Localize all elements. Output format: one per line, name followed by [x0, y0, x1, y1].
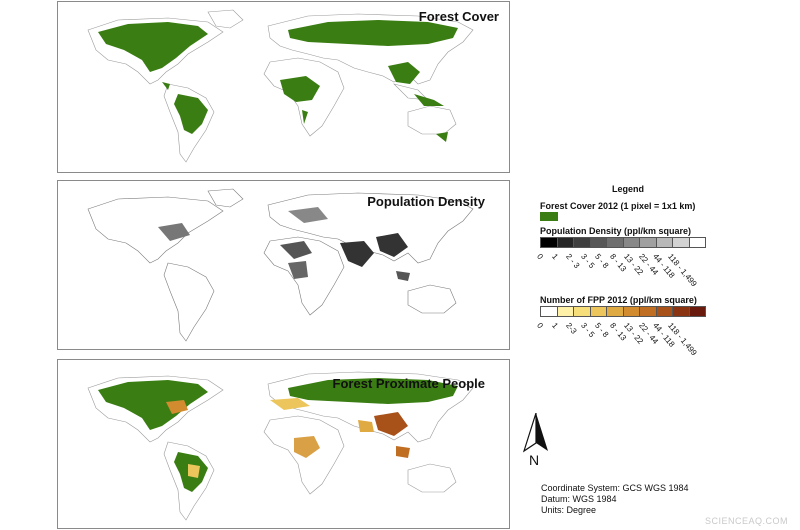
panel-title: Population Density — [367, 194, 485, 209]
legend-swatch — [556, 237, 574, 248]
north-arrow-icon — [522, 413, 548, 453]
forest-cover-swatch — [540, 212, 558, 221]
legend-class-label: 0 — [535, 252, 545, 262]
legend-class-label: 0 — [535, 321, 545, 331]
legend-class-label: 2 - 3 — [564, 252, 582, 271]
legend-swatch — [573, 306, 591, 317]
legend-swatch — [589, 237, 607, 248]
legend-swatch — [556, 306, 574, 317]
legend-swatch — [688, 237, 706, 248]
legend-swatch — [688, 306, 706, 317]
forest-cover-map: Forest Cover — [57, 1, 510, 173]
north-label: N — [529, 452, 540, 468]
legend-class-label: 1 — [549, 252, 560, 262]
panel-title: Forest Cover — [418, 9, 499, 24]
datum-line: Datum: WGS 1984 — [541, 494, 617, 504]
forest-cover-map-graphic — [87, 9, 474, 163]
forest-proximate-people-map-graphic — [87, 371, 474, 521]
fpp-legend-label: Number of FPP 2012 (ppl/km square) — [540, 295, 697, 305]
population-density-color-ramp — [540, 237, 706, 248]
legend-swatch — [606, 237, 624, 248]
legend-swatch — [540, 306, 558, 317]
coordinate-system-line: Coordinate System: GCS WGS 1984 — [541, 483, 689, 493]
legend-swatch — [622, 306, 640, 317]
legend-swatch — [606, 306, 624, 317]
legend-swatch — [573, 237, 591, 248]
population-density-legend-label: Population Density (ppl/km square) — [540, 226, 692, 236]
legend-class-label: 1 — [549, 321, 560, 331]
legend-class-label: 3 - 5 — [578, 321, 596, 340]
population-density-map: Population Density — [57, 180, 510, 350]
population-density-map-graphic — [87, 188, 474, 342]
legend-swatch — [655, 237, 673, 248]
coordinate-system-info: Coordinate System: GCS WGS 1984 Datum: W… — [541, 483, 689, 516]
legend-swatch — [622, 237, 640, 248]
legend-class-label: 5 - 8 — [593, 252, 611, 271]
forest-cover-legend-label: Forest Cover 2012 (1 pixel = 1x1 km) — [540, 201, 696, 211]
legend-swatch — [672, 237, 690, 248]
legend-swatch — [655, 306, 673, 317]
legend-swatch — [639, 306, 657, 317]
legend-class-label: 5 - 8 — [593, 321, 611, 340]
units-line: Units: Degree — [541, 505, 597, 515]
legend-class-label: 2-3 — [564, 321, 579, 336]
legend-swatch — [589, 306, 607, 317]
watermark: SCIENCEAQ.COM — [704, 516, 788, 526]
legend-swatch — [540, 237, 558, 248]
fpp-color-ramp — [540, 306, 706, 317]
legend-class-label: 3 - 5 — [578, 252, 596, 271]
forest-proximate-people-map: Forest Proximate People — [57, 359, 510, 529]
legend-swatch — [672, 306, 690, 317]
legend-swatch — [639, 237, 657, 248]
panel-title: Forest Proximate People — [332, 376, 485, 391]
legend-heading: Legend — [612, 184, 645, 194]
